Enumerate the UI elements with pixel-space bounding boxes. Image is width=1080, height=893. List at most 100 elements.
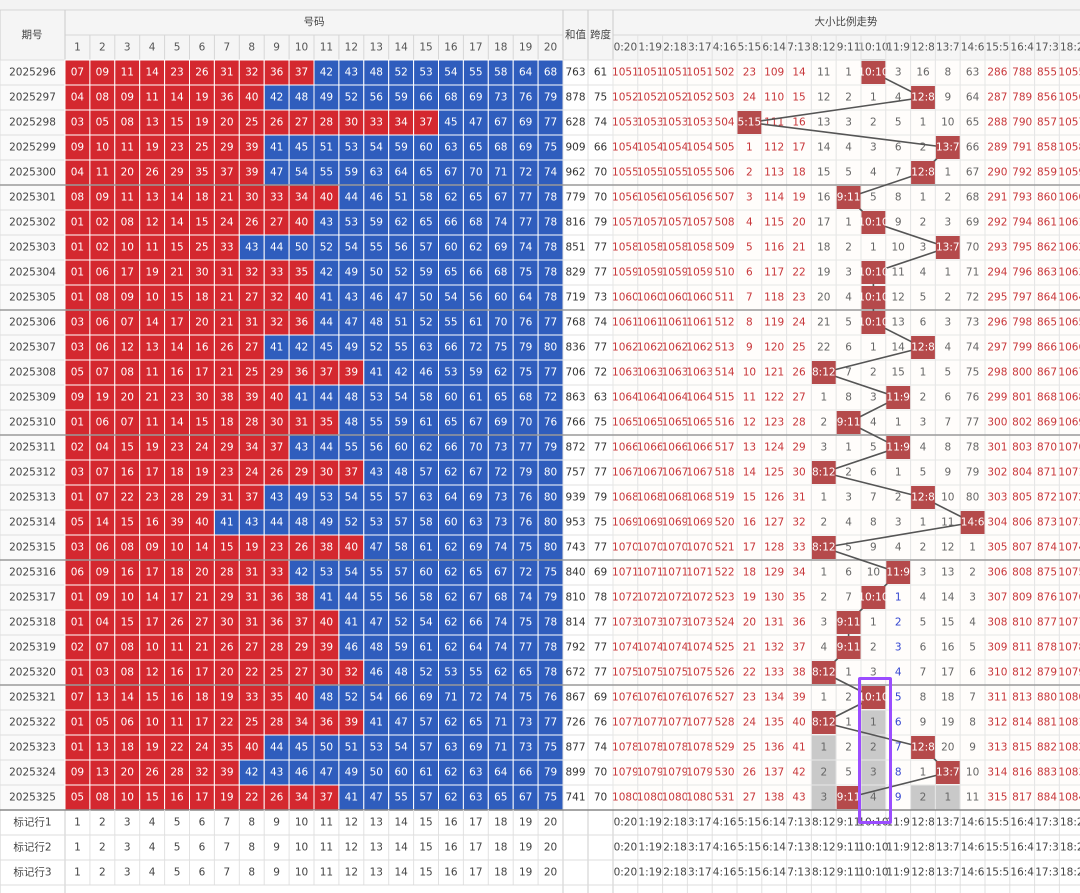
trend-cell	[711, 184, 738, 211]
number-cell	[438, 359, 464, 386]
sum: 779	[565, 192, 585, 204]
trend-cell	[736, 509, 763, 536]
trend-miss: 514	[715, 367, 735, 379]
number: 63	[370, 167, 383, 179]
trend-miss: 67	[966, 167, 979, 179]
trend-miss: 1056	[637, 192, 664, 204]
trend-miss: 14	[892, 342, 906, 354]
trend-cell	[662, 584, 688, 611]
marker-number: 3	[124, 867, 131, 879]
number-cell	[413, 384, 440, 411]
trend-cell	[761, 134, 788, 161]
number: 45	[320, 342, 333, 354]
number: 11	[145, 242, 158, 254]
number-cell	[438, 409, 464, 436]
marker-trend: 12:8	[911, 817, 935, 829]
number-cell	[512, 484, 539, 511]
number: 54	[345, 242, 359, 254]
trend-cell	[736, 259, 763, 286]
number: 64	[469, 642, 483, 654]
number: 08	[121, 117, 134, 129]
trend-miss: 1065	[1058, 317, 1080, 329]
sum: 741	[565, 792, 585, 804]
number-cell	[288, 409, 315, 436]
number: 03	[71, 117, 84, 129]
sum-cell	[562, 334, 589, 361]
sum: 768	[565, 317, 585, 329]
number: 79	[544, 767, 557, 779]
trend-miss: 2	[920, 217, 927, 229]
number-cell	[313, 759, 340, 786]
number-cell	[462, 359, 489, 386]
trend-miss: 1069	[662, 517, 689, 529]
number-cell	[413, 109, 440, 136]
number: 75	[519, 267, 532, 279]
number-cell	[487, 784, 514, 811]
trend-miss: 529	[715, 742, 735, 754]
span: 70	[594, 192, 607, 204]
number-cell	[338, 609, 365, 636]
trend-miss: 5	[895, 117, 902, 129]
trend-miss: 2	[746, 167, 753, 179]
number-cell	[114, 184, 141, 211]
number-cell	[338, 709, 365, 736]
number: 41	[345, 617, 358, 629]
sum: 757	[565, 467, 585, 479]
number: 48	[370, 67, 383, 79]
trend-miss: 1059	[1058, 167, 1080, 179]
trend-miss: 17	[941, 667, 954, 679]
trend-cell	[736, 459, 763, 486]
trend-cell	[786, 659, 812, 686]
number: 61	[419, 642, 432, 654]
trend-col-label: 18:2	[1060, 42, 1080, 54]
trend-header: 大小比例走势	[815, 15, 878, 28]
period-cell	[0, 209, 66, 236]
number-cell	[213, 634, 240, 661]
trend-hit	[861, 261, 886, 284]
trend-cell	[1009, 759, 1036, 786]
number: 08	[121, 367, 134, 379]
trend-miss: 2	[870, 367, 877, 379]
sum-cell	[562, 709, 589, 736]
marker-trend: 16:4	[1010, 817, 1034, 829]
number: 21	[220, 367, 233, 379]
number: 36	[270, 592, 284, 604]
number: 57	[419, 467, 432, 479]
trend-miss: 23	[743, 692, 756, 704]
trend-miss: 8	[895, 192, 902, 204]
marker-number: 20	[544, 867, 557, 879]
trend-miss: 867	[1037, 367, 1057, 379]
number-cell	[537, 459, 564, 486]
number: 19	[96, 392, 109, 404]
trend-miss: 121	[764, 367, 784, 379]
number: 47	[345, 317, 358, 329]
number: 26	[145, 767, 159, 779]
trend-miss: 1080	[686, 792, 713, 804]
sum-cell	[562, 609, 589, 636]
number: 62	[494, 367, 507, 379]
number: 02	[71, 642, 84, 654]
number: 68	[494, 592, 507, 604]
number: 36	[295, 367, 309, 379]
trend-miss: 12	[743, 417, 756, 429]
trend-miss: 16	[941, 642, 955, 654]
number-col-label: 19	[519, 42, 532, 54]
number: 21	[145, 392, 158, 404]
sum-header: 和值	[565, 28, 586, 41]
number: 18	[195, 192, 208, 204]
trend-miss: 131	[764, 617, 784, 629]
trend-col-label: 1:19	[638, 42, 662, 54]
number: 09	[121, 292, 134, 304]
trend-cell	[711, 234, 738, 261]
number: 59	[345, 167, 358, 179]
number: 52	[345, 92, 358, 104]
trend-miss: 860	[1037, 192, 1057, 204]
number-cell	[288, 384, 315, 411]
number: 58	[394, 542, 407, 554]
trend-miss: 1052	[637, 92, 664, 104]
marker-number: 13	[370, 867, 383, 879]
trend-hit	[861, 211, 886, 234]
trend-miss: 795	[1012, 242, 1032, 254]
trend-miss: 1078	[1058, 642, 1080, 654]
number-cell	[537, 509, 564, 536]
